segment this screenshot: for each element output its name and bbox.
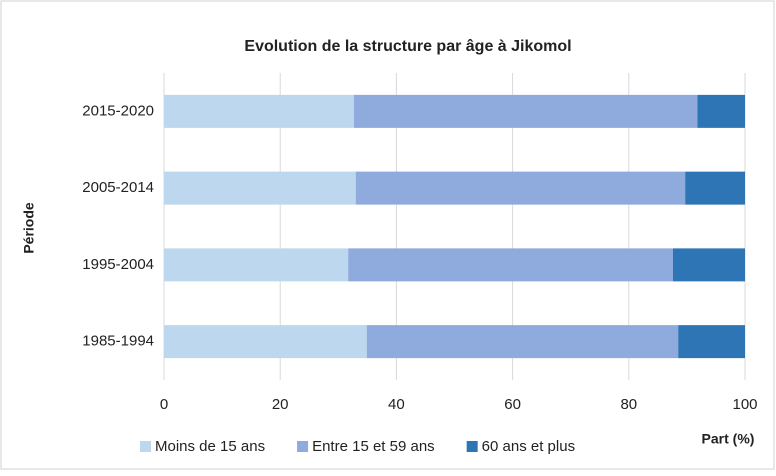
x-axis-label: Part (%) — [702, 431, 755, 447]
y-tick-label: 2015-2020 — [82, 102, 154, 119]
y-tick-label: 2005-2014 — [82, 179, 154, 196]
bar-segment — [355, 171, 686, 205]
bar-segment — [672, 248, 745, 282]
bar-segment — [366, 325, 679, 359]
legend-swatch — [140, 441, 151, 452]
x-tick-label: 100 — [732, 396, 757, 413]
y-axis-label: Période — [21, 202, 37, 254]
bar-segment — [164, 248, 349, 282]
bar-segment — [685, 171, 745, 205]
x-tick-label: 0 — [160, 396, 168, 413]
bar-segment — [678, 325, 745, 359]
legend-label: Entre 15 et 59 ans — [312, 438, 435, 455]
bar-segment — [697, 94, 745, 128]
legend-swatch — [297, 441, 309, 452]
legend-label: 60 ans et plus — [482, 438, 575, 455]
x-tick-label: 40 — [388, 396, 405, 413]
y-tick-label: 1995-2004 — [82, 256, 154, 273]
x-tick-label: 60 — [504, 396, 521, 413]
bar-segment — [164, 94, 354, 128]
x-tick-label: 20 — [272, 396, 289, 413]
bar-segment — [353, 94, 698, 128]
x-tick-label: 80 — [620, 396, 637, 413]
bar-segment — [348, 248, 673, 282]
legend-label: Moins de 15 ans — [155, 438, 265, 455]
y-tick-label: 1985-1994 — [82, 333, 154, 350]
legend-swatch — [466, 441, 478, 452]
chart-title: Evolution de la structure par âge à Jiko… — [244, 38, 571, 55]
bar-segment — [164, 171, 356, 205]
bar-segment — [164, 325, 367, 359]
